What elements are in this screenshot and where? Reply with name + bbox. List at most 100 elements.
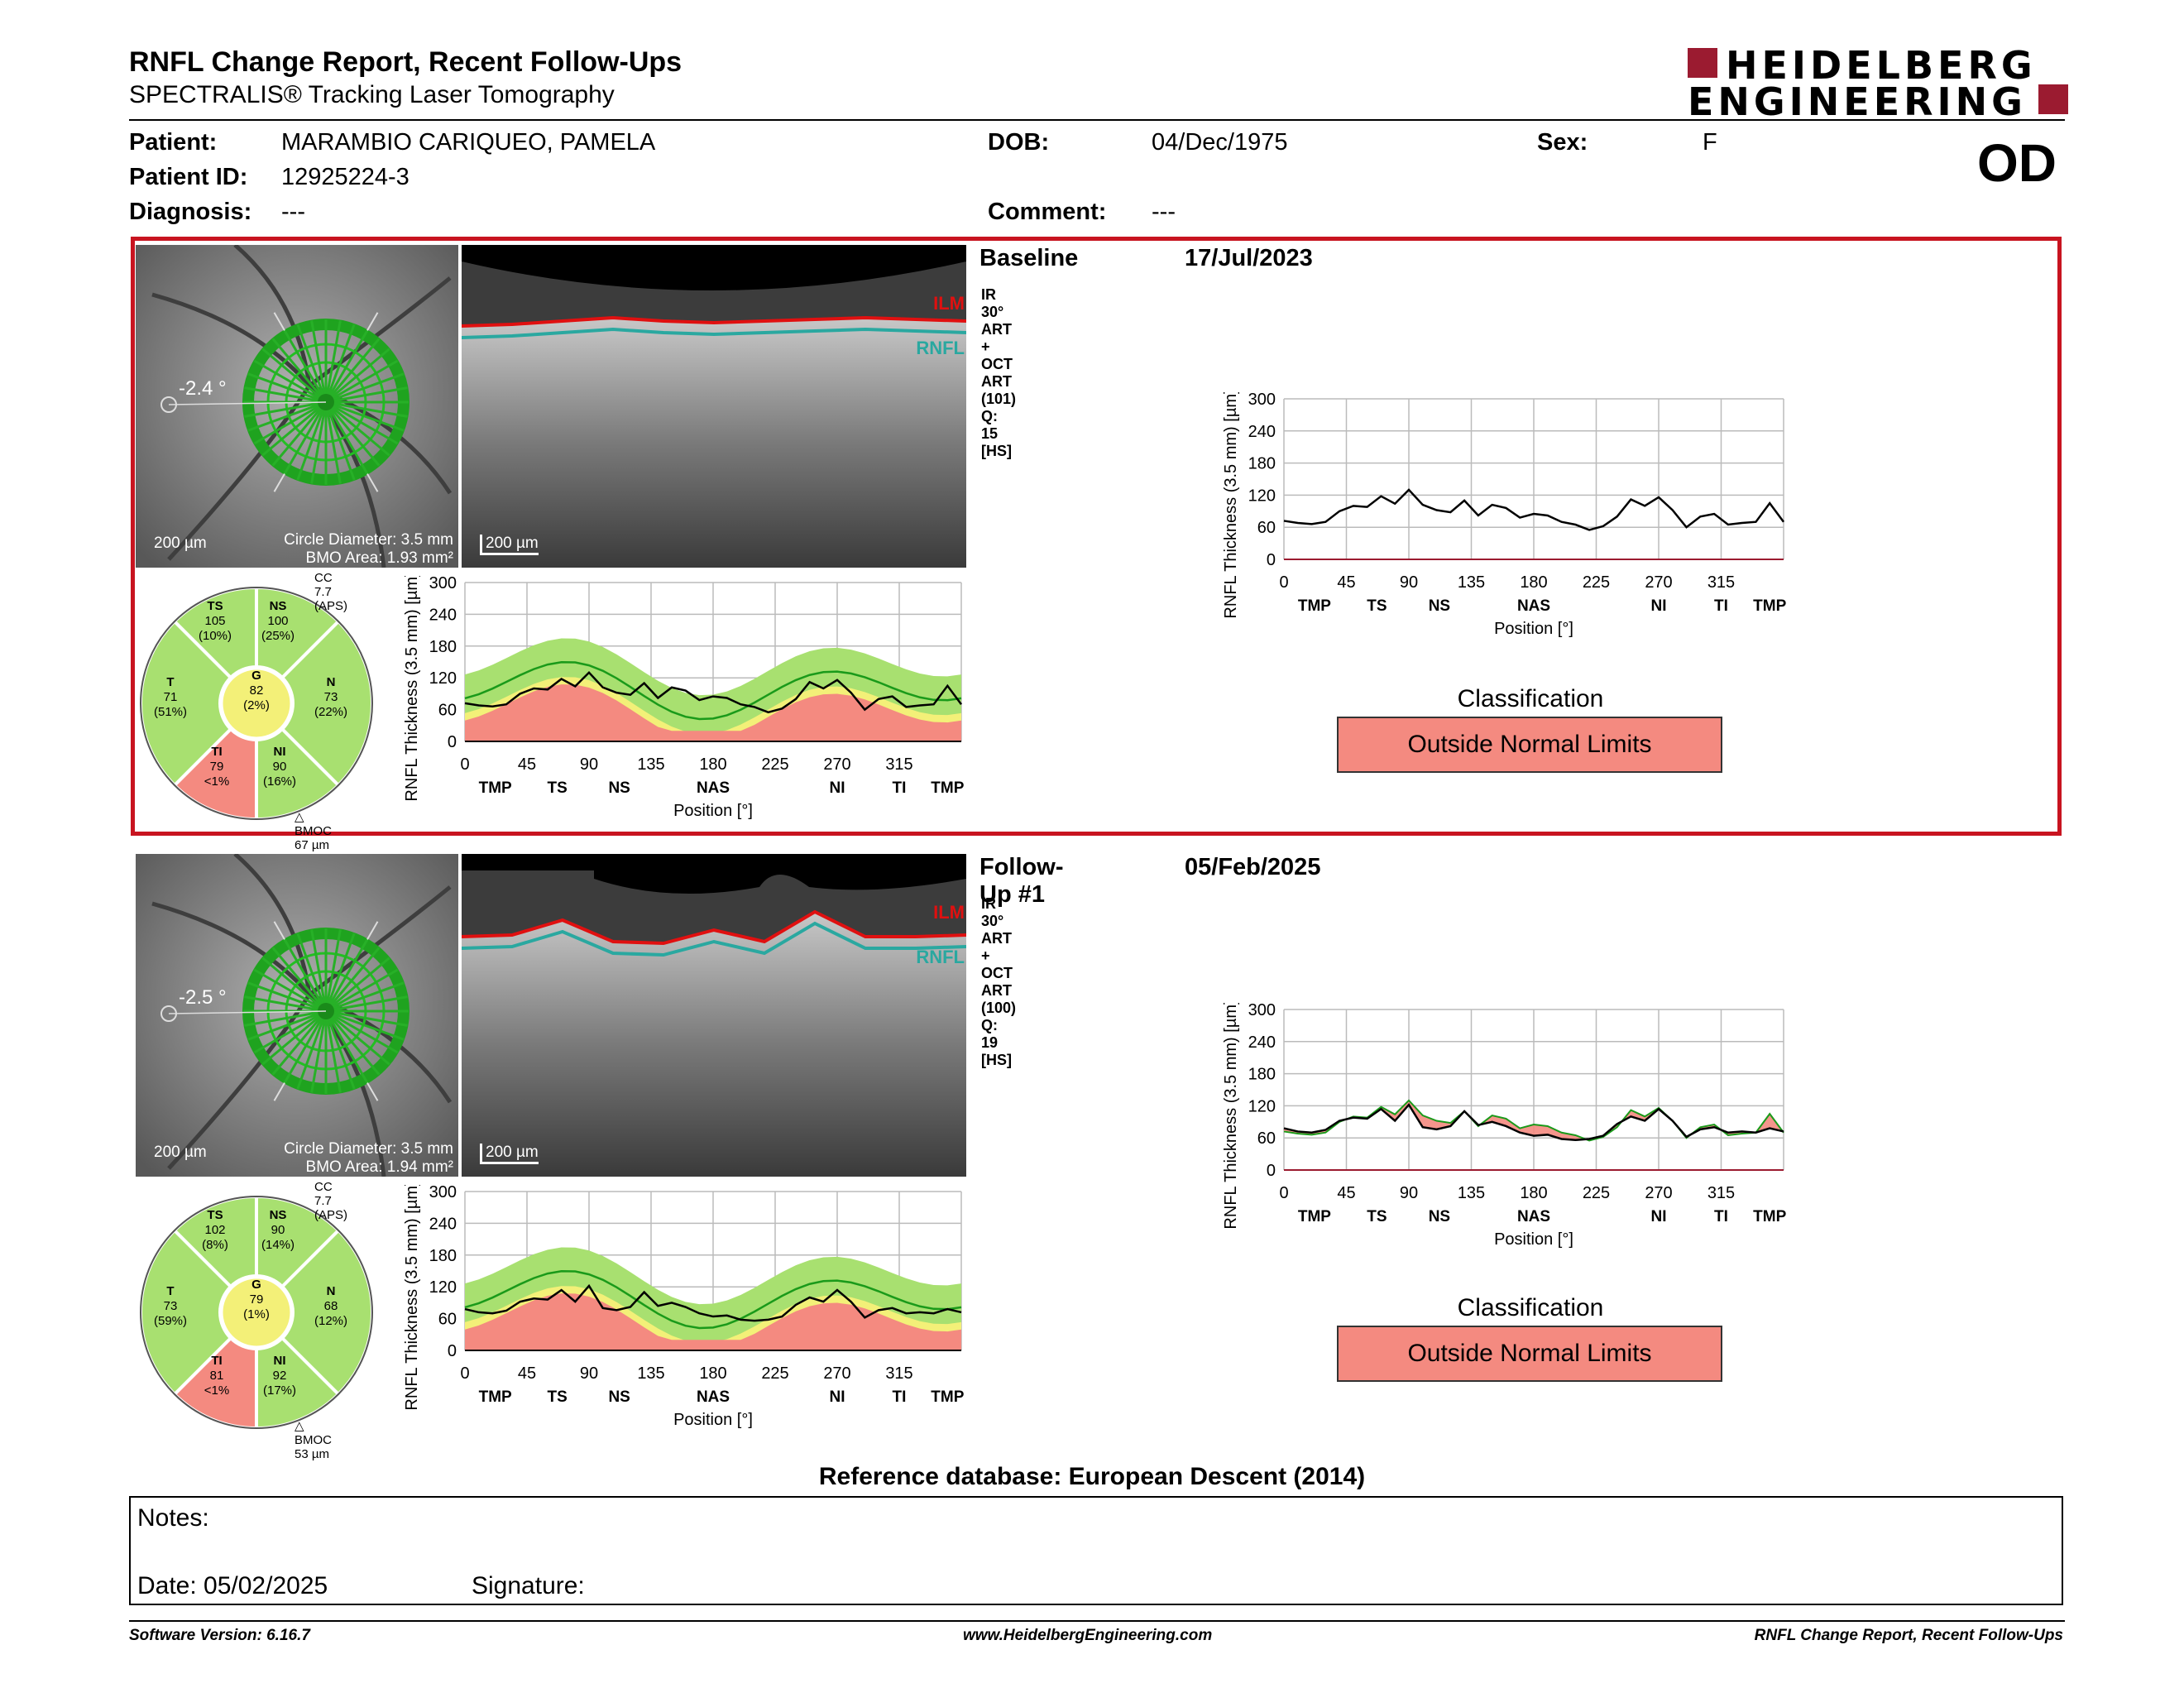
- sector-ns-pct: (14%): [261, 1238, 295, 1252]
- y-tick-label: 240: [429, 1215, 457, 1233]
- footer-rule: [129, 1620, 2065, 1622]
- comment-value: ---: [1152, 199, 1176, 225]
- x-tick-label: 315: [1707, 1184, 1735, 1202]
- y-tick-label: 180: [1248, 455, 1276, 473]
- y-tick-label: 60: [438, 702, 457, 720]
- oct-bscan: ILM RNFL 200 µm: [462, 854, 966, 1177]
- y-tick-label: 120: [1248, 487, 1276, 505]
- sector-axis-label: TI: [1714, 597, 1728, 615]
- heidelberg-logo: HEIDELBERG ENGINEERING: [1688, 46, 2068, 121]
- sector-t-pct: (59%): [153, 1314, 187, 1328]
- sector-ti-value: 81: [209, 1369, 224, 1383]
- classification-result: Outside Normal Limits: [1337, 717, 1722, 773]
- notes-box[interactable]: Notes: Date: 05/02/2025 Signature:: [129, 1496, 2063, 1605]
- sector-ni-name: NI: [273, 745, 286, 759]
- ilm-label: ILM: [933, 293, 965, 314]
- x-tick-label: 90: [580, 1364, 598, 1383]
- sector-ns-pct: (25%): [261, 629, 295, 643]
- sector-g-name: G: [251, 1278, 261, 1292]
- sector-axis-label: TS: [1367, 597, 1387, 615]
- y-tick-label: 240: [1248, 423, 1276, 441]
- comment-label: Comment:: [988, 199, 1107, 225]
- y-tick-label: 120: [429, 1278, 457, 1297]
- patient-name: MARAMBIO CARIQUEO, PAMELA: [281, 129, 656, 156]
- y-tick-label: 0: [448, 733, 457, 751]
- x-tick-label: 270: [823, 1364, 850, 1383]
- sector-g-pct: (1%): [243, 1307, 270, 1321]
- sector-ts-value: 105: [204, 614, 226, 628]
- x-tick-label: 135: [637, 1364, 664, 1383]
- sector-g-pct: (2%): [243, 698, 270, 712]
- rnfl-label: RNFL: [916, 338, 965, 358]
- rnfl-label: RNFL: [916, 947, 965, 967]
- x-axis-label: Position [°]: [673, 1411, 753, 1429]
- classification-label: Classification: [1457, 685, 1604, 712]
- rnfl-thickness-line: [464, 671, 963, 714]
- exam-date: 05/Feb/2025: [1185, 854, 1321, 880]
- oct-bscan: ILM RNFL 200 µm: [462, 245, 966, 568]
- sector-ni-value: 92: [272, 1369, 287, 1383]
- x-tick-label: 315: [885, 755, 912, 774]
- sector-g-value: 79: [249, 1292, 264, 1307]
- bmo-area: BMO Area: 1.93 mm²: [305, 549, 453, 567]
- notes-label: Notes:: [137, 1504, 209, 1532]
- date-field: Date: 05/02/2025: [137, 1572, 328, 1599]
- exam-label: Follow-Up #1: [979, 854, 1064, 908]
- oct-scale-bar: 200 µm: [480, 1144, 539, 1164]
- sector-axis-label: TMP: [931, 1388, 964, 1406]
- reference-database: Reference database: European Descent (20…: [818, 1463, 1366, 1490]
- sector-ni-pct: (17%): [262, 1383, 296, 1398]
- x-axis-label: Position [°]: [673, 802, 753, 820]
- fundus-image: -2.5 ° 200 µm Circle Diameter: 3.5 mm BMO A…: [136, 854, 458, 1177]
- sector-axis-label: TS: [548, 779, 568, 797]
- followup-tsnit-chart: 300 240 180 120 60 0 0 45 90 135 180 225 270 315 TMP TS…: [399, 1181, 1011, 1435]
- sector-ns-name: NS: [269, 599, 287, 613]
- sector-ns-value: 100: [267, 614, 289, 628]
- cc-value: CC 7.7 (APS): [314, 571, 348, 613]
- footer-website[interactable]: www.HeidelbergEngineering.com: [963, 1627, 1213, 1644]
- bmoc-value: △ BMOC 53 µm: [295, 1419, 332, 1461]
- y-tick-label: 240: [429, 606, 457, 624]
- patient-id-label: Patient ID:: [129, 164, 248, 190]
- sector-axis-label: NI: [830, 779, 845, 797]
- sector-axis-label: NAS: [697, 779, 730, 797]
- sector-axis-label: TI: [1714, 1208, 1728, 1225]
- baseline-frame: [131, 237, 2062, 836]
- x-axis-label: Position [°]: [1494, 620, 1573, 638]
- x-tick-label: 225: [1583, 573, 1610, 592]
- sector-n-value: 73: [323, 690, 338, 704]
- sector-ni-value: 90: [272, 760, 287, 774]
- y-tick-label: 60: [438, 1311, 457, 1329]
- sector-ni-name: NI: [273, 1354, 286, 1368]
- sector-ni-pct: (16%): [262, 774, 296, 789]
- y-tick-label: 0: [448, 1342, 457, 1360]
- fundus-image: -2.4 ° 200 µm Circle Diameter: 3.5 mm BMO A…: [136, 245, 458, 568]
- x-tick-label: 45: [518, 1364, 536, 1383]
- fundus-scale-bar: 200 µm: [154, 1144, 207, 1161]
- sector-axis-label: NAS: [1517, 1208, 1550, 1225]
- y-axis-label: RNFL Thickness (3.5 mm) [µm]: [403, 1185, 421, 1411]
- cc-value: CC 7.7 (APS): [314, 1180, 348, 1222]
- sector-n-value: 68: [323, 1299, 338, 1313]
- footer-software-version: Software Version: 6.16.7: [129, 1627, 310, 1644]
- circle-diameter: Circle Diameter: 3.5 mm: [284, 1140, 453, 1158]
- signature-field: Signature:: [472, 1572, 585, 1599]
- exam-label: Baseline: [979, 245, 1079, 271]
- sector-axis-label: TMP: [1298, 1208, 1331, 1225]
- x-tick-label: 90: [1400, 573, 1418, 592]
- eye-indicator: OD: [1977, 133, 2057, 193]
- sector-ns-name: NS: [269, 1208, 287, 1222]
- sector-axis-label: NS: [1429, 597, 1450, 615]
- rnfl-thickness-line: [1283, 1103, 1784, 1142]
- sector-axis-label: NI: [830, 1388, 845, 1406]
- sector-axis-label: NI: [1651, 1208, 1667, 1225]
- y-tick-label: 60: [1257, 1129, 1276, 1148]
- x-tick-label: 315: [1707, 573, 1735, 592]
- y-tick-label: 300: [429, 576, 457, 592]
- sector-axis-label: NS: [608, 779, 630, 797]
- sector-ti-name: TI: [211, 745, 223, 759]
- classification-result: Outside Normal Limits: [1337, 1326, 1722, 1382]
- x-axis-label: Position [°]: [1494, 1230, 1573, 1249]
- x-tick-label: 135: [637, 755, 664, 774]
- x-tick-label: 180: [699, 755, 726, 774]
